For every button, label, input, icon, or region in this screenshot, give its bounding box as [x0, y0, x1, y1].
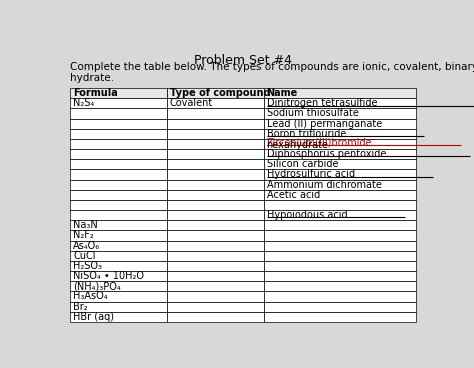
Bar [264, 118, 416, 129]
Text: N₂S₄: N₂S₄ [73, 98, 94, 108]
Text: CuCl: CuCl [73, 251, 96, 261]
Text: hexahydrate: hexahydrate [266, 140, 328, 150]
Bar [70, 109, 167, 118]
Bar [70, 301, 167, 312]
Text: Type of compound: Type of compound [170, 88, 270, 98]
Bar [167, 88, 264, 98]
Text: (NH₄)₃PO₄: (NH₄)₃PO₄ [73, 281, 121, 291]
Bar [70, 220, 167, 230]
Text: Complete the table below. The types of compounds are ionic, covalent, binary aci: Complete the table below. The types of c… [70, 62, 474, 83]
Bar [264, 159, 416, 169]
Text: Problem Set #4: Problem Set #4 [194, 54, 292, 67]
Bar [167, 241, 264, 251]
Bar [70, 210, 167, 220]
Text: Covalent: Covalent [170, 98, 213, 108]
Bar [264, 220, 416, 230]
Bar [70, 149, 167, 159]
Bar [264, 281, 416, 291]
Bar [70, 129, 167, 139]
Text: Hypoiodous acid: Hypoiodous acid [266, 210, 347, 220]
Text: Zirconium(III)bromide: Zirconium(III)bromide [266, 138, 372, 148]
Bar [167, 210, 264, 220]
Bar [167, 301, 264, 312]
Bar [167, 190, 264, 200]
Bar [167, 291, 264, 301]
Bar [264, 251, 416, 261]
Text: HBr (aq): HBr (aq) [73, 312, 114, 322]
Text: Lead (II) permanganate: Lead (II) permanganate [266, 118, 382, 129]
Bar [264, 129, 416, 139]
Bar [264, 139, 416, 149]
Text: Sodium thiosulfate: Sodium thiosulfate [266, 109, 358, 118]
Bar [167, 230, 264, 241]
Text: Hydrosulfuric acid: Hydrosulfuric acid [266, 170, 355, 180]
Bar [70, 88, 167, 98]
Bar [70, 230, 167, 241]
Text: Diphosphorus pentoxide: Diphosphorus pentoxide [266, 149, 386, 159]
Bar [264, 98, 416, 109]
Bar [167, 312, 264, 322]
Bar [264, 230, 416, 241]
Bar [264, 210, 416, 220]
Bar [70, 312, 167, 322]
Text: NiSO₄ • 10H₂O: NiSO₄ • 10H₂O [73, 271, 144, 281]
Bar [264, 88, 416, 98]
Bar [167, 109, 264, 118]
Bar [264, 200, 416, 210]
Bar [70, 241, 167, 251]
Text: Formula: Formula [73, 88, 118, 98]
Text: Dinitrogen tetrasulfide: Dinitrogen tetrasulfide [266, 98, 377, 108]
Text: Ammonium dichromate: Ammonium dichromate [266, 180, 382, 190]
Bar [264, 271, 416, 281]
Text: N₂F₂: N₂F₂ [73, 230, 94, 240]
Bar [70, 180, 167, 190]
Text: Silicon carbide: Silicon carbide [266, 159, 338, 169]
Bar [167, 220, 264, 230]
Bar [70, 98, 167, 109]
Bar [70, 159, 167, 169]
Bar [264, 241, 416, 251]
Bar [167, 139, 264, 149]
Text: As₄O₆: As₄O₆ [73, 241, 100, 251]
Bar [167, 129, 264, 139]
Bar [70, 200, 167, 210]
Text: Boron triflouride: Boron triflouride [266, 129, 346, 139]
Text: H₃AsO₄: H₃AsO₄ [73, 291, 108, 301]
Bar [70, 190, 167, 200]
Bar [70, 169, 167, 180]
Bar [264, 301, 416, 312]
Bar [264, 169, 416, 180]
Bar [167, 281, 264, 291]
Bar [167, 149, 264, 159]
Bar [167, 118, 264, 129]
Bar [167, 251, 264, 261]
Bar [167, 180, 264, 190]
Bar [70, 261, 167, 271]
Bar [264, 109, 416, 118]
Bar [264, 190, 416, 200]
Bar [264, 261, 416, 271]
Bar [167, 200, 264, 210]
Text: Br₂: Br₂ [73, 302, 88, 312]
Text: Na₃N: Na₃N [73, 220, 98, 230]
Bar [70, 291, 167, 301]
Bar [70, 139, 167, 149]
Text: Name: Name [266, 88, 298, 98]
Bar [167, 261, 264, 271]
Bar [264, 180, 416, 190]
Bar [167, 271, 264, 281]
Bar [167, 169, 264, 180]
Bar [70, 118, 167, 129]
Bar [264, 149, 416, 159]
Bar [264, 312, 416, 322]
Bar [70, 251, 167, 261]
Bar [70, 271, 167, 281]
Bar [70, 281, 167, 291]
Bar [264, 291, 416, 301]
Bar [167, 159, 264, 169]
Bar [167, 98, 264, 109]
Text: Acetic acid: Acetic acid [266, 190, 320, 200]
Text: H₂SO₃: H₂SO₃ [73, 261, 102, 271]
